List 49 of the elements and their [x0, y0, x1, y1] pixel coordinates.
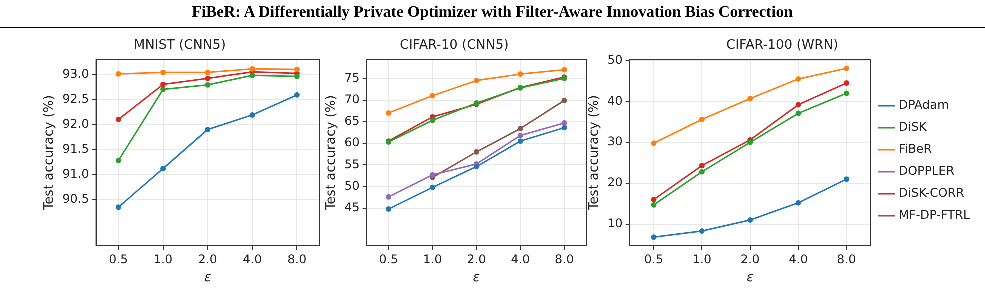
y-tick-label: 55	[344, 157, 360, 172]
legend-label: DPAdam	[898, 98, 950, 112]
y-axis-title: Test accuracy (%)	[42, 95, 58, 212]
y-tick-label: 20	[608, 176, 623, 190]
x-tick-label: 0.5	[109, 252, 128, 266]
x-tick-label: 0.5	[644, 252, 664, 266]
y-tick-label: 90.5	[62, 192, 90, 206]
y-tick-label: 91.5	[62, 142, 90, 156]
legend-label: FiBeR	[898, 142, 932, 156]
x-tick-label: 2.0	[198, 252, 218, 266]
x-tick-label: 4.0	[243, 252, 262, 266]
y-tick-label: 45	[344, 200, 360, 214]
text: FiBeR: A Differentially Private Optimizer with Filter-Aware Innovation Bias Correction	[0, 0, 985, 26]
x-tick-label: 2.0	[740, 252, 760, 266]
y-tick-label: 91.0	[62, 166, 90, 181]
y-tick-label: 75	[344, 70, 360, 85]
chart-title: CIFAR-100 (WRN)	[726, 38, 838, 54]
x-axis-title: ε	[204, 270, 212, 286]
y-tick-label: 10	[608, 216, 623, 230]
chart-title: CIFAR-10 (CNN5)	[400, 38, 509, 54]
y-tick-label: 50	[344, 178, 360, 193]
y-axis-title: Test accuracy (%)	[587, 95, 602, 212]
x-tick-label: 2.0	[467, 252, 486, 266]
legend-label: DiSK-CORR	[898, 186, 964, 200]
legend-label: MF-DP-FTRL	[898, 208, 970, 222]
y-tick-label: 30	[608, 134, 623, 149]
y-tick-label: 92.0	[62, 116, 90, 131]
x-axis-title: ε	[473, 270, 480, 286]
x-axis-title: ε	[746, 270, 754, 286]
x-tick-label: 8.0	[288, 252, 307, 266]
x-tick-label: 0.5	[379, 252, 398, 266]
y-tick-label: 70	[344, 92, 360, 106]
y-tick-label: 65	[344, 114, 360, 128]
legend-label: DiSK	[898, 120, 928, 134]
y-tick-label: 60	[344, 136, 360, 150]
chart-title: MNIST (CNN5)	[134, 38, 226, 54]
y-tick-label: 93.0	[62, 66, 90, 81]
x-tick-label: 1.0	[692, 252, 712, 266]
x-tick-label: 1.0	[154, 252, 173, 266]
x-tick-label: 4.0	[788, 252, 808, 266]
x-tick-label: 1.0	[423, 252, 442, 266]
x-tick-label: 4.0	[511, 252, 530, 266]
y-axis-title: Test accuracy (%)	[324, 95, 340, 212]
x-tick-label: 8.0	[554, 252, 574, 266]
x-tick-label: 8.0	[837, 252, 856, 266]
y-tick-label: 40	[608, 94, 623, 108]
y-tick-label: 50	[608, 52, 623, 67]
legend-label: DOPPLER	[898, 164, 955, 178]
y-tick-label: 92.5	[62, 92, 90, 106]
